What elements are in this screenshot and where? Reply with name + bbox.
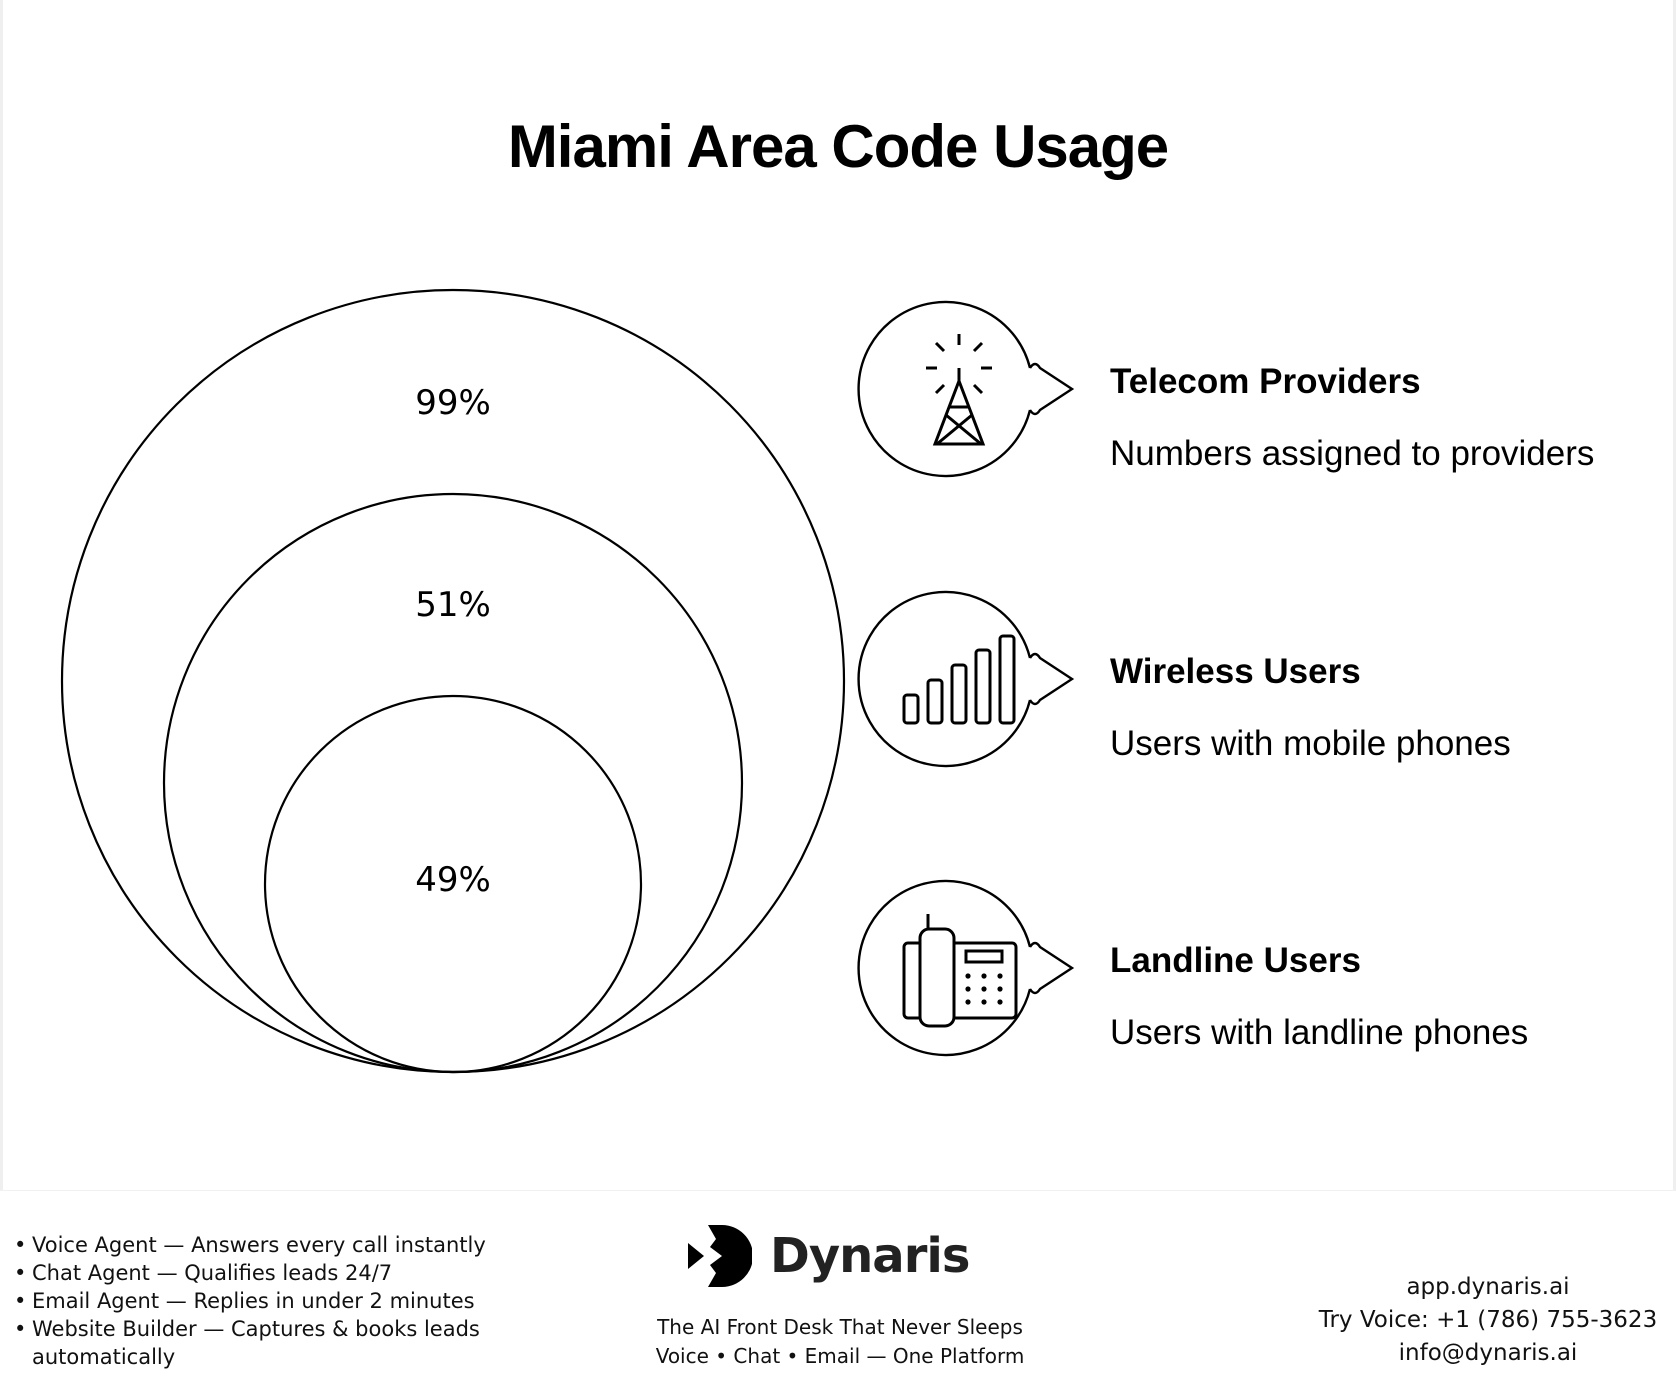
legend-title-wireless: Wireless Users — [1110, 652, 1361, 691]
frame-border-right — [1673, 0, 1676, 1190]
feature-item: Voice Agent — Answers every call instant… — [10, 1231, 492, 1259]
phone-link[interactable]: Try Voice: +1 (786) 755-3623 — [1318, 1307, 1658, 1333]
nested-circles-diagram — [60, 288, 1075, 1074]
percent-label-landline: 49% — [415, 860, 491, 900]
website-link[interactable]: app.dynaris.ai — [1406, 1274, 1570, 1300]
tagline: The AI Front Desk That Never Sleeps — [657, 1315, 1023, 1339]
legend-desc-telecom: Numbers assigned to providers — [1110, 434, 1595, 473]
percent-label-wireless: 51% — [415, 585, 491, 625]
email-link[interactable]: info@dynaris.ai — [1398, 1340, 1578, 1366]
signal-bars-icon — [902, 634, 1016, 725]
bubble-landline — [857, 879, 1075, 1057]
bubble-wireless — [857, 590, 1075, 768]
inner-circle — [263, 694, 643, 1074]
feature-list: Voice Agent — Answers every call instant… — [10, 1231, 492, 1371]
dynaris-logo-icon — [688, 1225, 752, 1287]
bubble-telecom — [857, 300, 1075, 478]
feature-item: Website Builder — Captures & books leads… — [10, 1315, 492, 1371]
feature-item: Email Agent — Replies in under 2 minutes — [10, 1287, 492, 1315]
footer: Voice Agent — Answers every call instant… — [0, 1190, 1676, 1395]
desk-phone-icon — [902, 914, 1018, 1028]
percent-label-telecom: 99% — [415, 383, 491, 423]
brand: Dynaris — [686, 1221, 970, 1291]
legend-title-landline: Landline Users — [1110, 941, 1361, 980]
feature-item: Chat Agent — Qualifies leads 24/7 — [10, 1259, 492, 1287]
page-title: Miami Area Code Usage — [507, 113, 1169, 180]
legend-desc-landline: Users with landline phones — [1110, 1013, 1529, 1052]
middle-circle — [162, 492, 744, 1074]
contact-block: app.dynaris.ai Try Voice: +1 (786) 755-3… — [1300, 1271, 1676, 1370]
frame-border-left — [0, 0, 3, 1190]
brand-name: Dynaris — [770, 1228, 970, 1284]
subtagline: Voice • Chat • Email — One Platform — [655, 1344, 1025, 1368]
legend-desc-wireless: Users with mobile phones — [1110, 724, 1511, 763]
cell-tower-icon — [926, 334, 992, 446]
tagline-block: The AI Front Desk That Never Sleeps Voic… — [600, 1313, 1080, 1371]
legend-title-telecom: Telecom Providers — [1110, 362, 1421, 401]
